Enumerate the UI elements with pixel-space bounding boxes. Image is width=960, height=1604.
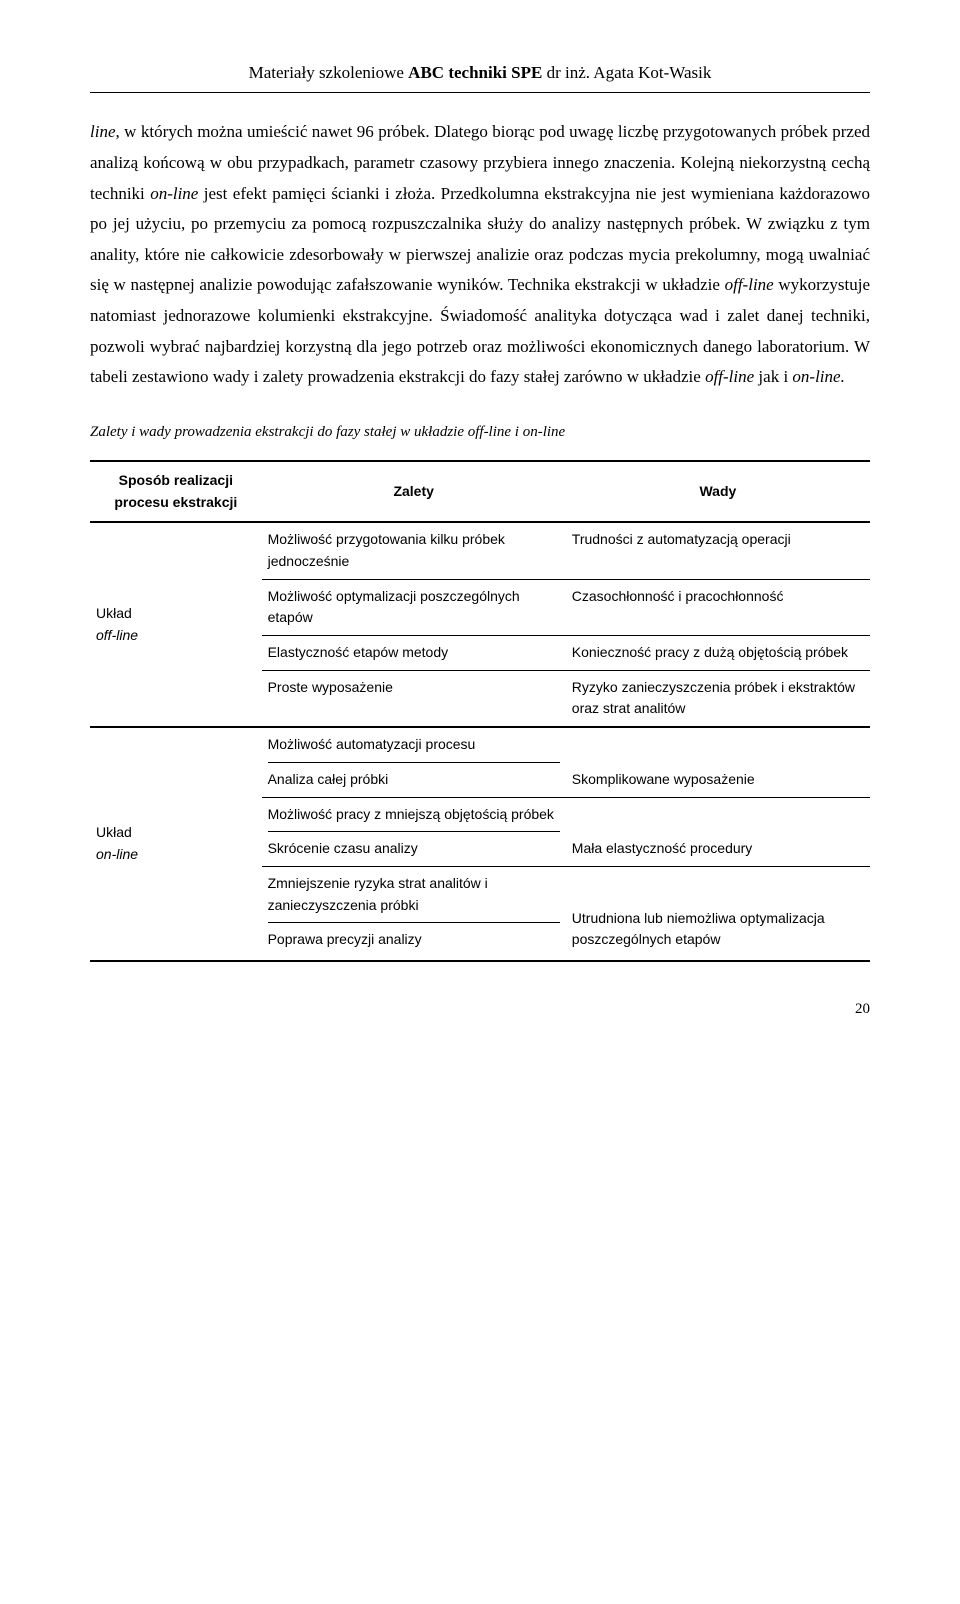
table-head-disadvantages: Wady bbox=[566, 461, 870, 521]
online-adv-0-cell: Możliwość automatyzacji procesu Analiza … bbox=[262, 727, 566, 797]
para-frag-italic-6: off-line bbox=[705, 367, 754, 386]
offline-dis-3: Ryzyko zanieczyszczenia próbek i ekstrak… bbox=[566, 670, 870, 727]
table-head-line1: Sposób realizacji bbox=[96, 470, 256, 492]
online-label-cell: Układ on-line bbox=[90, 727, 262, 961]
table-head-line2: procesu ekstrakcji bbox=[96, 492, 256, 514]
page-header: Materiały szkoleniowe ABC techniki SPE d… bbox=[90, 60, 870, 86]
header-prefix: Materiały szkoleniowe bbox=[249, 63, 409, 82]
offline-adv-2: Elastyczność etapów metody bbox=[262, 636, 566, 671]
offline-dis-0: Trudności z automatyzacją operacji bbox=[566, 522, 870, 579]
online-adv-4: Zmniejszenie ryzyka strat analitów i zan… bbox=[268, 873, 560, 916]
online-adv-3: Skrócenie czasu analizy bbox=[268, 838, 560, 860]
header-separator bbox=[90, 92, 870, 93]
offline-label-cell: Układ off-line bbox=[90, 522, 262, 727]
para-frag-italic-0: line bbox=[90, 122, 116, 141]
online-dis-3: Mała elastyczność procedury bbox=[566, 797, 870, 866]
page-number: 20 bbox=[90, 998, 870, 1021]
para-frag-italic-2: on-line bbox=[150, 184, 198, 203]
table-caption: Zalety i wady prowadzenia ekstrakcji do … bbox=[90, 421, 870, 444]
header-bold: ABC techniki SPE bbox=[408, 63, 542, 82]
online-label-1: Układ bbox=[96, 822, 256, 844]
header-suffix: dr inż. Agata Kot-Wasik bbox=[542, 63, 711, 82]
offline-label-2: off-line bbox=[96, 625, 256, 647]
para-frag-italic-4: off-line bbox=[725, 275, 774, 294]
table-row: Układ off-line Możliwość przygotowania k… bbox=[90, 522, 870, 579]
body-paragraph: line, w których można umieścić nawet 96 … bbox=[90, 117, 870, 392]
offline-label-1: Układ bbox=[96, 603, 256, 625]
offline-dis-2: Konieczność pracy z dużą objętością prób… bbox=[566, 636, 870, 671]
para-frag-italic-8: on-line. bbox=[792, 367, 844, 386]
offline-adv-0: Możliwość przygotowania kilku próbek jed… bbox=[262, 522, 566, 579]
online-dis-5: Utrudniona lub niemożliwa optymalizacja … bbox=[566, 866, 870, 957]
online-adv-2: Możliwość pracy z mniejszą objętością pr… bbox=[268, 804, 560, 826]
offline-adv-3: Proste wyposażenie bbox=[262, 670, 566, 727]
online-adv-2-cell: Możliwość pracy z mniejszą objętością pr… bbox=[262, 797, 566, 866]
offline-adv-1: Możliwość optymalizacji poszczególnych e… bbox=[262, 579, 566, 635]
inner-separator bbox=[268, 762, 560, 763]
comparison-table: Sposób realizacji procesu ekstrakcji Zal… bbox=[90, 460, 870, 962]
online-adv-1: Analiza całej próbki bbox=[268, 769, 560, 791]
offline-dis-1: Czasochłonność i pracochłonność bbox=[566, 579, 870, 635]
inner-separator bbox=[268, 922, 560, 923]
online-adv-5: Poprawa precyzji analizy bbox=[268, 929, 560, 951]
table-head-advantages: Zalety bbox=[262, 461, 566, 521]
online-dis-1: Skomplikowane wyposażenie bbox=[566, 727, 870, 797]
table-row: Układ on-line Możliwość automatyzacji pr… bbox=[90, 727, 870, 797]
online-label-2: on-line bbox=[96, 844, 256, 866]
online-adv-0: Możliwość automatyzacji procesu bbox=[268, 734, 560, 756]
para-frag-7: jak i bbox=[754, 367, 792, 386]
online-adv-4-cell: Zmniejszenie ryzyka strat analitów i zan… bbox=[262, 866, 566, 957]
inner-separator bbox=[268, 831, 560, 832]
online-spacer-dis bbox=[566, 957, 870, 961]
table-head-method: Sposób realizacji procesu ekstrakcji bbox=[90, 461, 262, 521]
online-spacer-adv bbox=[262, 957, 566, 961]
